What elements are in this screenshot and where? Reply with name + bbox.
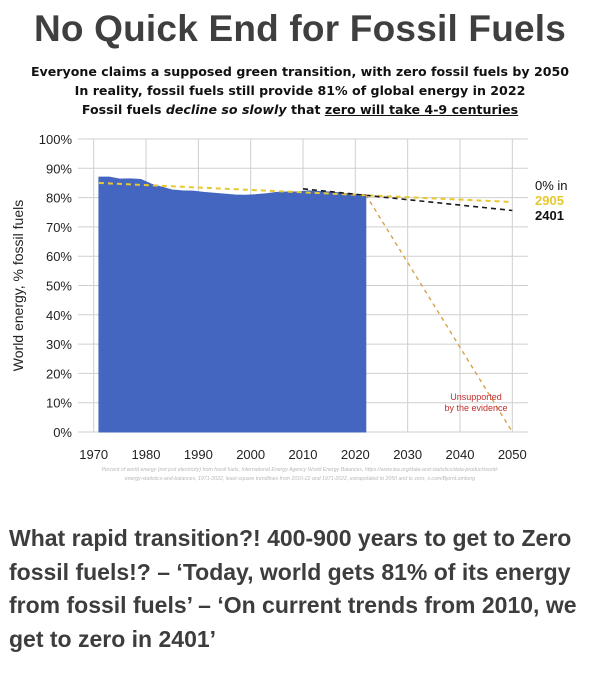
article-caption: What rapid transition?! 400-900 years to…	[9, 525, 577, 652]
y-tick-label: 30%	[46, 337, 72, 352]
y-tick-label: 40%	[46, 308, 72, 323]
subtitle-line-3-emphasis: decline so slowly	[165, 102, 287, 117]
trendline-1971-2022	[98, 181, 513, 203]
subtitle-line-3-underlined: zero will take 4-9 centuries	[324, 102, 519, 117]
y-tick-label: 0%	[53, 425, 72, 440]
subtitle-line-3-part-1: Fossil fuels	[81, 102, 166, 117]
subtitle-line-2: In reality, fossil fuels still provide 8…	[74, 83, 526, 98]
annotation-unsupported-line-2: by the evidence	[444, 403, 507, 413]
unsupported-zero-by-2050-line	[365, 194, 513, 433]
x-tick-label: 1990	[184, 447, 213, 462]
annotation-unsupported-line-1: Unsupported	[450, 392, 502, 402]
annotation-zero-in: 0% in	[535, 178, 568, 193]
chart-title: No Quick End for Fossil Fuels	[33, 8, 567, 49]
y-tick-label: 60%	[46, 249, 72, 264]
y-axis-label: World energy, % fossil fuels	[10, 200, 26, 371]
x-tick-label: 2020	[341, 447, 370, 462]
y-tick-label: 90%	[46, 161, 72, 176]
y-tick-label: 10%	[46, 396, 72, 411]
fossil-share-chart: 0% 10% 20% 30% 40% 50% 60% 70% 80% 90% 100% 1970 198…	[10, 132, 568, 482]
y-tick-label: 50%	[46, 279, 72, 294]
y-tick-label: 80%	[46, 191, 72, 206]
annotation-year-2401: 2401	[535, 208, 564, 223]
annotation-year-2905: 2905	[535, 193, 564, 208]
x-tick-label: 2050	[498, 447, 527, 462]
subtitle-line-3-part-3: that	[286, 102, 325, 117]
source-note-line: energy-statistics-and-balances, 1971-202…	[125, 476, 475, 482]
y-tick-label: 100%	[39, 132, 73, 147]
x-tick-label: 1980	[132, 447, 161, 462]
x-tick-label: 2030	[393, 447, 422, 462]
y-tick-label: 20%	[46, 366, 72, 381]
x-tick-label: 2040	[446, 447, 475, 462]
x-tick-label: 1970	[79, 447, 108, 462]
x-tick-label: 2010	[289, 447, 318, 462]
x-tick-label: 2000	[236, 447, 265, 462]
subtitle-line-1: Everyone claims a supposed green transit…	[30, 64, 570, 79]
trendline-2010-2022	[302, 188, 513, 212]
fossil-share-area	[98, 176, 367, 433]
subtitle-line-3: Fossil fuels decline so slowly that zero…	[0, 102, 600, 117]
y-tick-label: 70%	[46, 220, 72, 235]
source-note-line: Percent of world energy (not just electr…	[102, 467, 499, 473]
